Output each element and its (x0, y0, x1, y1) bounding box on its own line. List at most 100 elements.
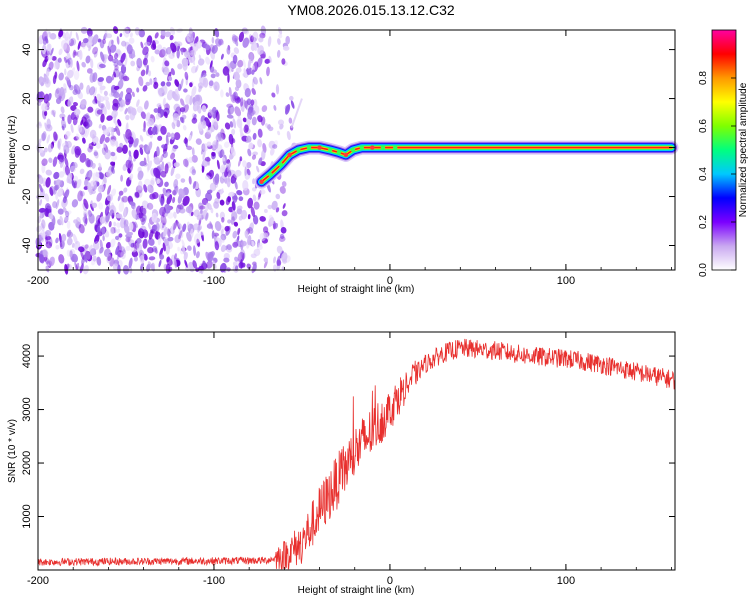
noise-speckle (79, 190, 85, 197)
noise-speckle (263, 257, 269, 263)
x-tick-label: -100 (203, 575, 225, 587)
noise-speckle (114, 235, 120, 241)
noise-speckle (87, 106, 94, 113)
noise-speckle (220, 89, 224, 98)
noise-speckle (192, 260, 197, 269)
noise-speckle (173, 185, 179, 196)
noise-speckle (247, 118, 251, 125)
noise-speckle (206, 141, 212, 147)
noise-speckle (82, 137, 86, 144)
noise-speckle (90, 58, 94, 69)
y-tick-label: -20 (21, 189, 33, 205)
noise-speckle (64, 157, 69, 168)
noise-speckle (256, 57, 263, 68)
noise-speckle (91, 258, 96, 266)
noise-speckle (61, 116, 65, 121)
noise-speckle (66, 70, 73, 81)
noise-speckle (53, 171, 60, 180)
noise-speckle (72, 49, 76, 58)
noise-speckle (256, 196, 260, 201)
noise-speckle (84, 244, 90, 251)
noise-speckle (273, 256, 276, 264)
noise-speckle (53, 184, 60, 190)
noise-speckle (175, 173, 181, 180)
noise-speckle (197, 212, 203, 220)
colorbar-tick-label: 0.4 (698, 167, 709, 181)
noise-speckle (154, 32, 159, 39)
noise-speckle (202, 260, 207, 269)
noise-speckle (80, 41, 86, 48)
noise-speckle (219, 211, 226, 220)
noise-speckle (127, 106, 131, 115)
noise-speckle (244, 230, 249, 239)
noise-speckle (227, 172, 231, 183)
noise-speckle (242, 160, 248, 168)
noise-speckle (139, 160, 146, 167)
noise-speckle (166, 256, 170, 263)
noise-speckle (177, 63, 183, 70)
noise-speckle (78, 223, 85, 234)
noise-speckle (189, 49, 196, 57)
noise-speckle (274, 222, 279, 229)
noise-speckle (199, 205, 206, 210)
noise-speckle (234, 97, 241, 104)
noise-speckle (179, 107, 186, 113)
noise-speckle (123, 133, 128, 144)
noise-speckle (126, 87, 133, 94)
noise-speckle (205, 175, 211, 181)
noise-speckle (77, 124, 83, 133)
noise-speckle (201, 105, 207, 113)
noise-speckle (88, 213, 95, 224)
noise-speckle (189, 95, 193, 106)
noise-speckle (84, 244, 89, 249)
noise-speckle (139, 147, 144, 156)
noise-speckle (67, 114, 72, 125)
noise-speckle (251, 88, 256, 95)
noise-speckle (148, 70, 152, 77)
noise-speckle (151, 262, 155, 269)
noise-speckle (238, 158, 242, 167)
noise-speckle (175, 88, 179, 95)
noise-speckle (183, 88, 188, 93)
noise-speckle (127, 237, 131, 246)
noise-speckle (189, 82, 193, 88)
noise-speckle (124, 57, 128, 67)
y-tick-label: 2000 (21, 451, 33, 475)
noise-speckle (145, 81, 151, 87)
noise-speckle (263, 209, 268, 213)
noise-speckle (70, 124, 74, 134)
noise-speckle (162, 151, 168, 159)
x-tick-label: -200 (27, 275, 49, 287)
noise-speckle (57, 208, 64, 215)
noise-speckle (48, 31, 53, 40)
noise-speckle (211, 37, 215, 44)
noise-speckle (279, 250, 284, 259)
noise-speckle (111, 39, 114, 45)
noise-speckle (123, 207, 127, 219)
noise-speckle (197, 224, 201, 233)
noise-speckle (251, 116, 257, 126)
noise-speckle (139, 255, 145, 264)
noise-speckle (120, 197, 125, 203)
noise-speckle (93, 98, 97, 103)
noise-speckle (47, 55, 53, 61)
noise-speckle (243, 29, 250, 35)
noise-speckle (275, 84, 280, 95)
noise-speckle (268, 140, 276, 150)
noise-speckle (252, 76, 258, 85)
noise-speckle (239, 156, 243, 162)
noise-speckle (73, 51, 78, 56)
noise-speckle (100, 51, 105, 62)
noise-speckle (92, 46, 99, 55)
spectrogram-x-axis-label: Height of straight line (km) (298, 284, 415, 295)
noise-speckle (104, 205, 110, 216)
noise-speckle (250, 99, 255, 106)
noise-speckle (223, 141, 230, 148)
noise-speckle (47, 143, 53, 153)
noise-speckle (58, 48, 63, 56)
noise-speckle (171, 122, 176, 130)
noise-speckle (44, 122, 48, 132)
noise-speckle (232, 54, 238, 64)
noise-speckle (212, 140, 219, 150)
noise-speckle (240, 101, 245, 112)
